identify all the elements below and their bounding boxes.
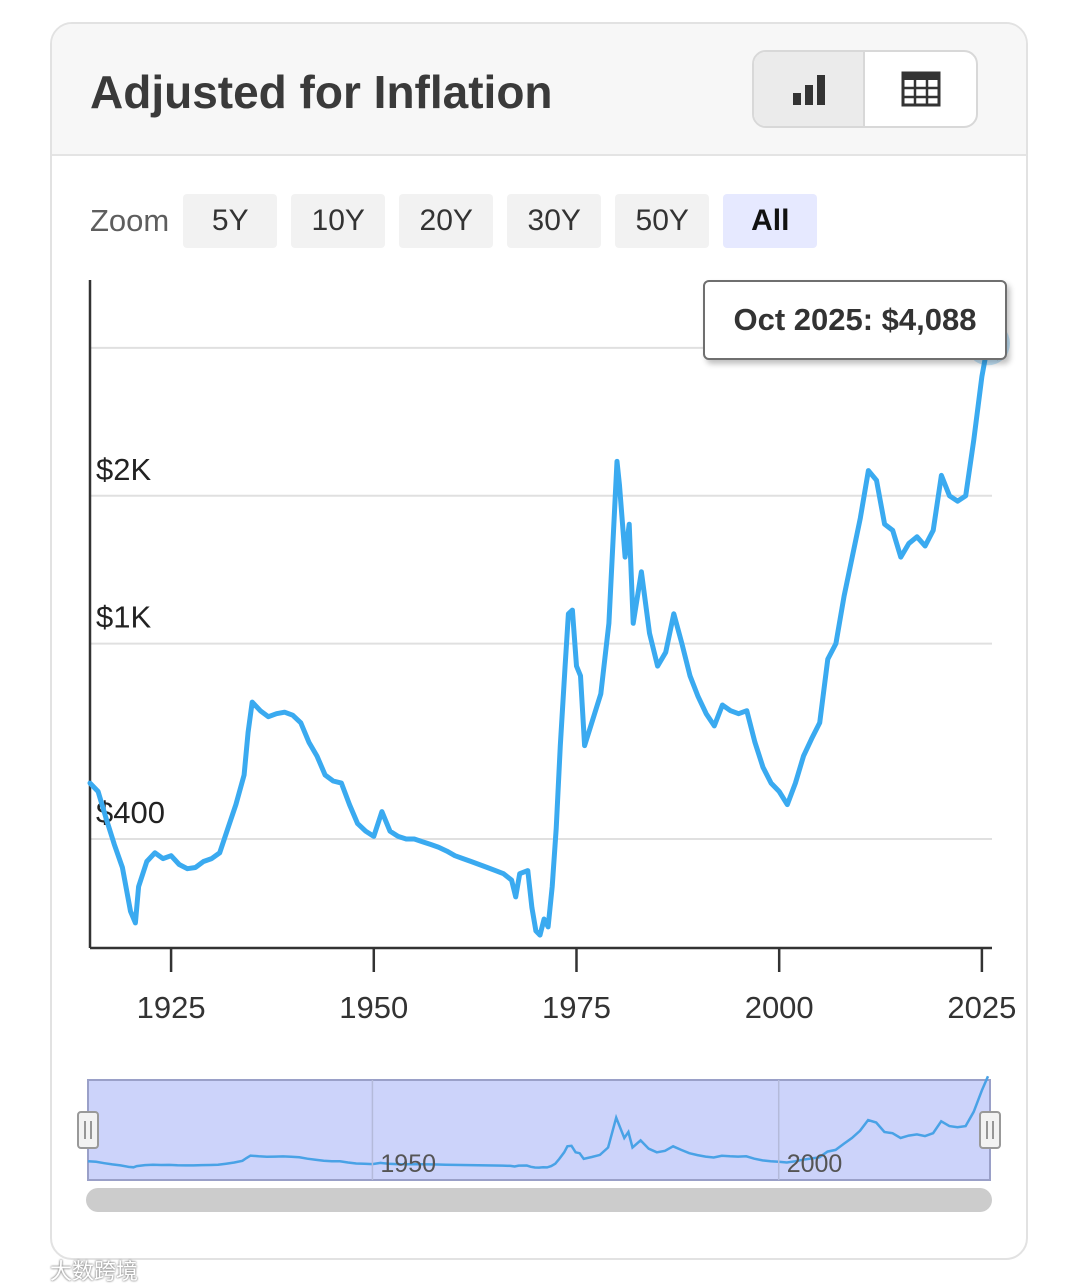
y-tick-label: $1K — [96, 600, 151, 635]
zoom-20y-button[interactable]: 20Y — [399, 194, 494, 248]
zoom-label: Zoom — [90, 203, 170, 238]
x-tick-label: 1925 — [137, 990, 206, 1025]
series-line — [87, 340, 991, 938]
bar-chart-icon — [792, 75, 825, 105]
data-tooltip: Oct 2025: $4,088 — [703, 280, 1007, 360]
scrollbar-thumb[interactable] — [86, 1188, 992, 1212]
watermark-text: 大数跨境 — [50, 1259, 139, 1284]
zoom-30y-button[interactable]: 30Y — [507, 194, 602, 248]
x-tick-label: 1975 — [542, 990, 611, 1025]
table-view-button[interactable] — [865, 52, 976, 126]
navigator-series-line — [87, 1075, 990, 1169]
chart-card: Adjusted for Inflation — [50, 22, 1028, 1260]
table-grid-icon — [901, 71, 940, 107]
navigator-right-handle[interactable] — [979, 1111, 1001, 1149]
x-tick-label: 1950 — [339, 990, 408, 1025]
chart-title: Adjusted for Inflation — [90, 66, 553, 118]
watermark-logo-icon — [10, 1259, 44, 1281]
zoom-all-button[interactable]: All — [723, 194, 818, 248]
zoom-50y-button[interactable]: 50Y — [615, 194, 710, 248]
y-tick-label: $2K — [96, 452, 151, 487]
zoom-5y-button[interactable]: 5Y — [183, 194, 278, 248]
view-toggle — [752, 50, 978, 128]
zoom-10y-button[interactable]: 10Y — [291, 194, 386, 248]
navigator-label: 1950 — [380, 1150, 436, 1178]
x-tick-label: 2000 — [745, 990, 814, 1025]
card-header: Adjusted for Inflation — [52, 24, 1026, 156]
navigator-label: 2000 — [787, 1150, 843, 1178]
zoom-controls: Zoom 5Y 10Y 20Y 30Y 50Y All — [90, 194, 831, 248]
x-tick-label: 2025 — [947, 990, 1016, 1025]
navigator-window — [87, 1079, 991, 1181]
chart-view-button[interactable] — [754, 52, 865, 126]
watermark: 大数跨境 — [10, 1254, 138, 1286]
navigator-left-handle[interactable] — [77, 1111, 99, 1149]
